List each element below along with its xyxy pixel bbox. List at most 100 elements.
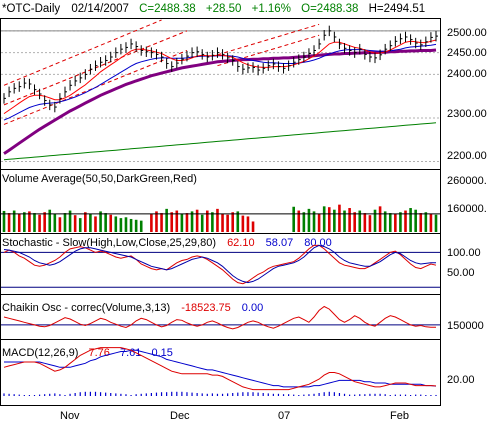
volume-bar [63, 213, 67, 232]
volume-bar [200, 214, 204, 232]
stochastic-title: Stochastic - Slow(High,Low,Close,25,29,8… [2, 237, 216, 249]
volume-bar [388, 213, 392, 232]
volume-bar [94, 216, 97, 232]
volume-bar [211, 212, 214, 232]
stochastic-k-line [3, 244, 436, 284]
volume-bar [58, 217, 62, 232]
volume-bar [236, 211, 240, 232]
channel-upper-line [3, 19, 162, 86]
header-close: C=2488.38 [139, 3, 196, 15]
macd-panel [0, 339, 441, 406]
volume-bar [114, 216, 118, 232]
volume-bar [165, 208, 168, 232]
volume-bar [89, 213, 92, 232]
header-pct: +1.16% [252, 3, 291, 15]
chaikin-tick-label: 150000 [447, 320, 484, 332]
volume-bar [33, 213, 36, 232]
volume-bar [195, 209, 199, 232]
volume-bar [78, 218, 82, 232]
volume-bar [53, 213, 57, 232]
volume-bar [409, 208, 412, 232]
ma-long-line [3, 122, 437, 161]
volume-bar [129, 218, 133, 232]
header-high: H=2494.51 [369, 3, 426, 15]
volume-bar [134, 219, 138, 232]
volume-bar [251, 221, 255, 232]
price-tick-label: 2450.00 [447, 47, 487, 59]
volume-bar [17, 213, 21, 232]
volume-bar [231, 212, 235, 232]
volume-bar [419, 213, 423, 232]
volume-bar [383, 211, 387, 232]
channel2-upper-line [217, 23, 320, 56]
volume-bar [429, 213, 433, 232]
volume-bar [119, 218, 123, 232]
volume-bar [150, 213, 153, 232]
stochastic-tick-label: 100.00 [447, 247, 481, 259]
volume-bar [241, 215, 245, 232]
volume-bar [99, 211, 102, 232]
chart-marks [1, 19, 440, 396]
x-tick-label: Nov [60, 410, 80, 422]
volume-bar [12, 210, 16, 232]
volume-bar [38, 214, 41, 232]
macd-line [3, 347, 437, 391]
volume-bar [327, 207, 331, 232]
volume-bar [109, 214, 113, 232]
volume-bar [348, 208, 351, 232]
stochastic-k-value: 62.10 [227, 237, 255, 249]
volume-bar [73, 215, 77, 232]
volume-bar [104, 213, 107, 232]
chaikin-title-line: Chaikin Osc - correc(Volume,3,13) -18523… [2, 302, 263, 314]
volume-bar [205, 210, 209, 232]
volume-bar [373, 209, 377, 232]
stochastic-level-value: 80.00 [304, 237, 332, 249]
volume-bar [124, 217, 128, 232]
stochastic-tick-label: 50.00 [447, 267, 475, 279]
stochastic-d-value: 58.07 [266, 237, 294, 249]
macd-title: MACD(12,26,9) [2, 347, 78, 359]
volume-bar [363, 213, 367, 232]
volume-bar [170, 212, 174, 232]
header-symbol: *OTC-Daily [2, 3, 60, 15]
volume-bar [404, 210, 407, 232]
volume-bar [2, 210, 6, 232]
volume-bar [28, 211, 31, 232]
volume-bar [302, 212, 306, 232]
volume-bar [226, 214, 229, 232]
volume-bar [414, 209, 417, 232]
volume-bar [190, 211, 194, 232]
price-panel [0, 18, 441, 170]
volume-bar [343, 210, 346, 232]
volume-bar [358, 210, 362, 232]
x-tick-label: Feb [390, 410, 409, 422]
volume-bar [180, 213, 184, 232]
volume-bar [292, 206, 295, 232]
panel-frames [0, 18, 441, 406]
chaikin-line [3, 305, 437, 330]
volume-bar [48, 209, 52, 232]
header-open: O=2488.38 [301, 3, 358, 15]
volume-bar [221, 213, 224, 232]
volume-bar [353, 212, 356, 232]
x-tick-label: Dec [170, 410, 190, 422]
volume-bar [322, 206, 326, 232]
ma-fast-line [3, 39, 437, 115]
chaikin-osc-value: -18523.75 [181, 302, 231, 314]
header-date: 02/14/2007 [71, 3, 129, 15]
y-axis-labels: 2500.00 2450.00 2400.00 2300.00 2200.00 … [447, 27, 487, 386]
volume-bar [378, 206, 382, 232]
volume-bar [394, 213, 397, 232]
volume-bar [312, 211, 316, 232]
macd-tick-label: 20.00 [447, 374, 475, 386]
price-tick-label: 2400.00 [447, 68, 487, 80]
macd-signal-line [4, 349, 437, 388]
price-tick-label: 2200.00 [447, 150, 487, 162]
volume-tick-label: 260000. [447, 175, 487, 187]
volume-bar [399, 212, 402, 232]
stochastic-d-line [3, 244, 437, 285]
volume-bar [155, 211, 158, 232]
x-tick-label: 07 [278, 410, 290, 422]
volume-bar [297, 210, 301, 232]
